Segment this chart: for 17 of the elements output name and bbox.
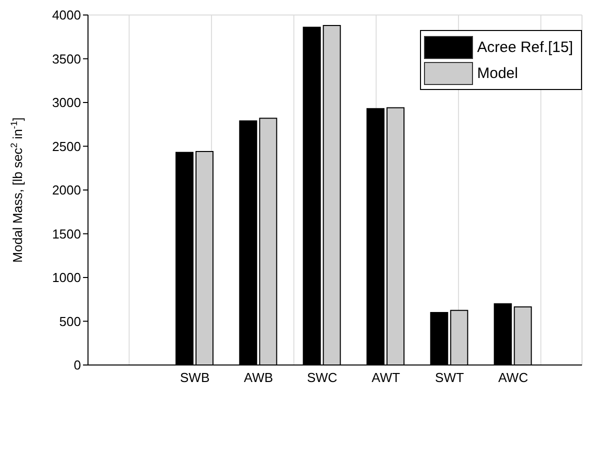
legend-label: Acree Ref.[15] (477, 38, 573, 56)
x-tick-label: SWT (435, 370, 464, 386)
x-tick-label: SWB (180, 370, 210, 386)
y-tick-label: 3000 (52, 95, 81, 110)
x-tick-label: AWC (498, 370, 528, 386)
y-tick-label: 4000 (52, 8, 81, 23)
x-tick-label: SWC (306, 370, 338, 386)
y-tick-label: 3500 (52, 51, 81, 66)
y-tick-label: 1500 (52, 226, 81, 242)
y-tick-label: 2000 (52, 182, 81, 198)
x-tick-label: AWB (244, 370, 274, 386)
y-tick-label: 2500 (52, 138, 81, 154)
y-tick-label: 1000 (52, 270, 81, 286)
y-tick-label: 500 (59, 314, 81, 329)
y-tick-label: 0 (74, 358, 81, 373)
legend-label: Model (477, 64, 518, 82)
x-tick-label: AWT (372, 370, 400, 386)
